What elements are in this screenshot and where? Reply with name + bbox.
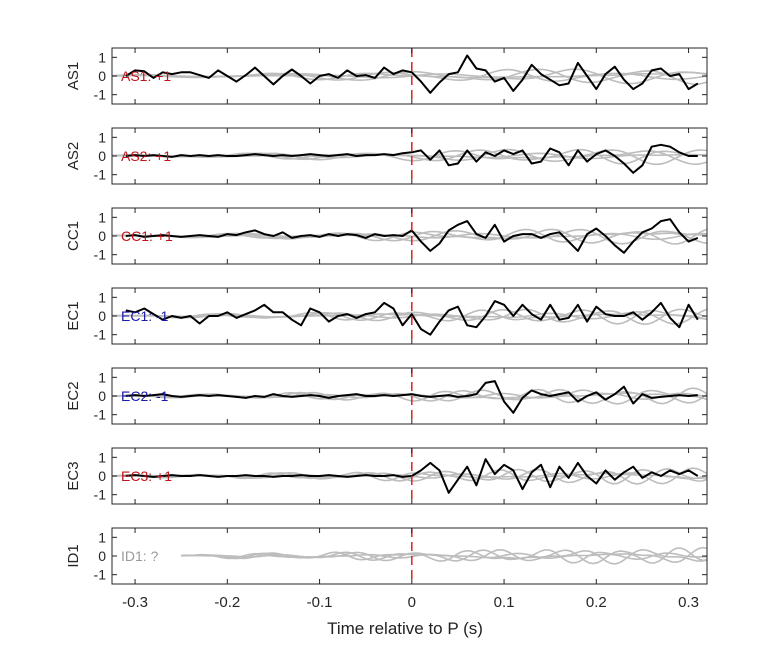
panel-plot-area bbox=[112, 380, 707, 414]
y-tick-label: 1 bbox=[98, 369, 106, 385]
background-trace bbox=[181, 546, 707, 565]
y-tick-label: 1 bbox=[98, 129, 106, 145]
x-tick-label: 0 bbox=[408, 594, 416, 611]
series-line-as2 bbox=[125, 143, 698, 174]
x-tick-label: 0.2 bbox=[586, 594, 607, 611]
x-tick-label: -0.3 bbox=[122, 594, 148, 611]
panel-station-label: EC1: -1 bbox=[121, 308, 169, 324]
y-tick-label: -1 bbox=[94, 167, 107, 183]
y-tick-label: 1 bbox=[98, 209, 106, 225]
y-tick-label: -1 bbox=[94, 567, 107, 583]
x-axis-label: Time relative to P (s) bbox=[327, 619, 483, 638]
panel-ec1: 1 0 -1 EC1 EC1: -1 bbox=[65, 287, 708, 345]
y-tick-label: -1 bbox=[94, 87, 107, 103]
panel-plot-area bbox=[112, 300, 707, 336]
panels-group: 1 0 -1 AS1 AS1: +1 1 0 -1 AS2 AS2: +1 1 0 -1 CC1 CC1: … bbox=[65, 47, 708, 585]
panel-as1: 1 0 -1 AS1 AS1: +1 bbox=[65, 47, 708, 105]
panel-ylabel: EC1 bbox=[65, 301, 82, 330]
panel-ylabel: AS1 bbox=[65, 62, 82, 90]
y-tick-label: 0 bbox=[98, 308, 106, 324]
panel-ylabel: EC3 bbox=[65, 461, 82, 490]
y-tick-label: 0 bbox=[98, 148, 106, 164]
panel-station-label: EC2: -1 bbox=[121, 388, 169, 404]
background-trace bbox=[181, 547, 707, 564]
y-tick-label: -1 bbox=[94, 487, 107, 503]
panel-station-label: AS1: +1 bbox=[121, 68, 171, 84]
panel-station-label: CC1: +1 bbox=[121, 228, 173, 244]
panel-ylabel: AS2 bbox=[65, 142, 82, 170]
panel-plot-area bbox=[112, 54, 707, 94]
panel-cc1: 1 0 -1 CC1 CC1: +1 bbox=[65, 207, 708, 265]
panel-ylabel: CC1 bbox=[65, 221, 82, 251]
panel-station-label: EC3: +1 bbox=[121, 468, 172, 484]
panel-ylabel: ID1 bbox=[65, 544, 82, 567]
panel-id1: 1 0 -1 ID1 ID1: ? bbox=[65, 527, 708, 585]
panel-as2: 1 0 -1 AS2 AS2: +1 bbox=[65, 127, 708, 185]
x-tick-label: 0.1 bbox=[494, 594, 515, 611]
series-line-ec1 bbox=[125, 300, 699, 336]
panel-ec2: 1 0 -1 EC2 EC2: -1 bbox=[65, 367, 708, 425]
y-tick-label: -1 bbox=[94, 327, 107, 343]
y-tick-label: 0 bbox=[98, 228, 106, 244]
y-tick-label: -1 bbox=[94, 407, 107, 423]
y-tick-label: 0 bbox=[98, 548, 106, 564]
x-tick-label: -0.2 bbox=[214, 594, 240, 611]
series-line-as1 bbox=[125, 54, 699, 94]
y-tick-label: 1 bbox=[98, 529, 106, 545]
panel-plot-area bbox=[181, 546, 707, 565]
panel-ylabel: EC2 bbox=[65, 381, 82, 410]
panel-plot-area bbox=[112, 218, 707, 254]
y-tick-label: -1 bbox=[94, 247, 107, 263]
x-tick-label: -0.1 bbox=[307, 594, 333, 611]
panel-station-label: AS2: +1 bbox=[121, 148, 171, 164]
y-tick-label: 1 bbox=[98, 289, 106, 305]
y-tick-label: 0 bbox=[98, 68, 106, 84]
panel-ec3: 1 0 -1 EC3 EC3: +1 bbox=[65, 447, 708, 505]
background-trace bbox=[112, 148, 707, 165]
background-trace bbox=[112, 309, 707, 325]
panel-plot-area bbox=[112, 143, 707, 174]
panel-station-label: ID1: ? bbox=[121, 548, 159, 564]
x-tick-label: 0.3 bbox=[678, 594, 699, 611]
y-tick-label: 0 bbox=[98, 468, 106, 484]
y-tick-label: 0 bbox=[98, 388, 106, 404]
y-tick-label: 1 bbox=[98, 49, 106, 65]
y-tick-label: 1 bbox=[98, 449, 106, 465]
x-tick-labels: -0.3 -0.2 -0.1 0 0.1 0.2 0.3 bbox=[122, 594, 699, 611]
series-line-ec2 bbox=[125, 380, 698, 414]
panel-plot-area bbox=[112, 458, 707, 494]
